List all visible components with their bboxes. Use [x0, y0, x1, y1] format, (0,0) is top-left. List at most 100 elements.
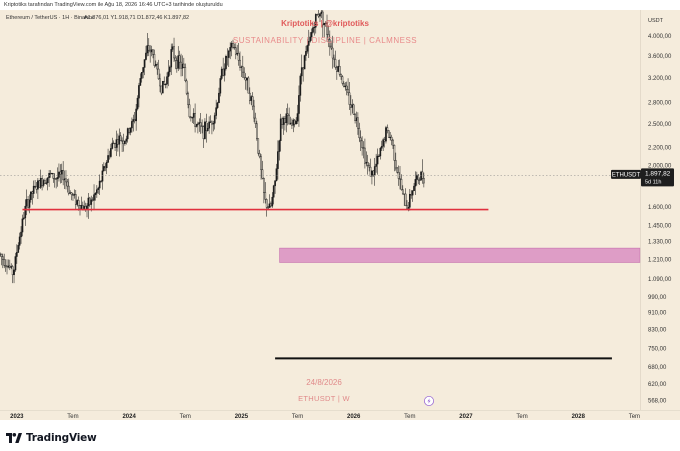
candle-body — [87, 197, 90, 207]
price-tick-label: 830,00 — [648, 328, 667, 334]
candle — [3, 253, 6, 269]
candle-body — [340, 74, 342, 77]
candle-body — [241, 66, 244, 73]
candle — [131, 117, 133, 133]
candle — [135, 103, 137, 131]
candle-body — [96, 189, 98, 194]
candle-body — [216, 102, 219, 108]
candle — [385, 125, 387, 144]
candle-body — [328, 39, 331, 47]
candle-body — [293, 119, 296, 125]
candle — [333, 54, 335, 68]
watermark-subtitle: SUSTAINABILITY | DISCIPLINE | CALMNESS — [233, 36, 417, 45]
annotation-pair: ETHUSDT | W — [298, 394, 350, 403]
tradingview-logo-text: TradingView — [26, 432, 97, 444]
candle-body — [62, 170, 64, 181]
candle-body — [21, 218, 24, 233]
price-tick-label: 1.090,00 — [648, 277, 672, 283]
candle — [187, 91, 189, 109]
candle-body — [103, 166, 105, 172]
candle-body — [187, 93, 189, 105]
candle-body — [90, 199, 93, 205]
candle-body — [118, 135, 121, 145]
candle-body — [53, 178, 56, 180]
candle-body — [161, 80, 164, 94]
tradingview-logo[interactable]: TradingView — [6, 431, 97, 445]
candle-body — [80, 204, 83, 210]
candle — [227, 49, 230, 67]
candle-body — [300, 67, 303, 77]
candle — [411, 190, 414, 202]
candle-body — [383, 139, 386, 142]
candle — [408, 189, 411, 211]
candle — [197, 121, 199, 134]
candle-body — [145, 52, 147, 60]
candle-body — [173, 46, 175, 59]
candle-body — [351, 104, 354, 108]
candle — [125, 135, 128, 145]
candle — [258, 149, 261, 159]
candle-body — [163, 80, 166, 85]
price-tick-label: 680,00 — [648, 365, 667, 371]
candle — [229, 42, 232, 60]
candle — [386, 124, 389, 134]
candle — [96, 185, 98, 198]
candle — [263, 177, 265, 204]
candle — [404, 188, 407, 207]
candle — [170, 43, 173, 76]
candle-body — [291, 122, 293, 126]
candle — [107, 148, 109, 163]
candle-body — [264, 192, 267, 200]
candle-body — [142, 67, 144, 73]
candle-body — [306, 45, 309, 52]
candle — [393, 144, 396, 172]
candle-body — [209, 121, 212, 123]
candle-body — [282, 118, 285, 125]
candle-body — [288, 114, 290, 125]
candle-body — [16, 252, 18, 257]
candle-body — [400, 178, 403, 190]
candle — [414, 171, 417, 196]
candle-body — [213, 115, 216, 124]
candle-body — [93, 194, 95, 201]
candle — [247, 76, 250, 94]
candle — [319, 13, 321, 22]
price-chart[interactable]: Kriptotiks | @kriptotiks SUSTAINABILITY |… — [0, 10, 680, 420]
candle-body — [416, 174, 418, 180]
price-tick-label: 1.330,00 — [648, 240, 672, 246]
chart-frame[interactable]: Kriptotiks | @kriptotiks SUSTAINABILITY |… — [0, 10, 680, 420]
candle-body — [365, 162, 368, 164]
candle — [310, 28, 313, 41]
candle — [119, 132, 122, 142]
candle — [124, 140, 126, 146]
footer-bar: TradingView — [0, 421, 680, 451]
candle-body — [229, 47, 232, 52]
candle — [178, 50, 181, 70]
price-tick-label: 910,00 — [648, 311, 667, 317]
candle-body — [218, 92, 220, 104]
candle — [357, 112, 359, 135]
replay-icon[interactable] — [424, 396, 434, 406]
candle — [112, 140, 115, 145]
candle — [417, 174, 420, 185]
last-price-symbol-tag — [611, 169, 641, 179]
candle — [185, 78, 188, 96]
candle-body — [334, 59, 337, 68]
candle-body — [298, 95, 300, 114]
candle-body — [394, 160, 397, 169]
candle-body — [219, 78, 222, 94]
candle — [358, 122, 361, 143]
candle — [423, 172, 425, 188]
candle-body — [284, 118, 286, 123]
candle-body — [423, 178, 425, 184]
candle — [375, 153, 377, 173]
candle-body — [58, 171, 60, 178]
candle — [166, 72, 168, 89]
candle — [261, 160, 264, 180]
candle-body — [73, 194, 76, 196]
candle-body — [131, 121, 133, 129]
candle — [208, 116, 210, 134]
candle-body — [362, 147, 365, 149]
candle-body — [373, 166, 376, 176]
candle — [194, 103, 196, 133]
